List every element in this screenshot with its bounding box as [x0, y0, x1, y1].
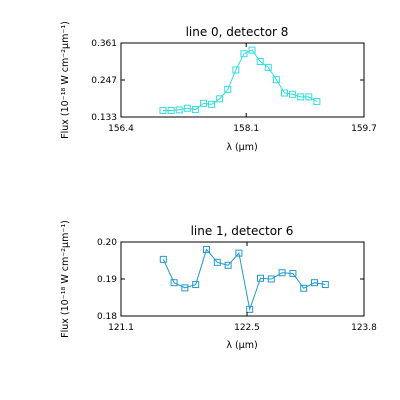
chart-title: line 1, detector 6	[191, 224, 294, 238]
axis-ticks: 121.1 122.5 123.8 0.18 0.19 0.20	[97, 238, 377, 333]
data-point-marker	[203, 245, 210, 253]
y-tick-label: 0.18	[97, 312, 117, 322]
axis-ticks: 156.4 158.1 159.7 0.133 0.247 0.361	[91, 39, 377, 134]
data-point-marker	[289, 90, 297, 98]
data-point-marker	[321, 281, 329, 289]
y-tick-label: 0.20	[97, 238, 117, 248]
x-tick-label: 123.8	[351, 323, 377, 333]
data-point-marker	[267, 275, 275, 283]
data-point-marker	[170, 279, 178, 287]
data-point-marker	[181, 284, 189, 292]
data-point-marker	[235, 249, 243, 257]
x-tick-label: 122.5	[234, 323, 260, 333]
data-point-marker	[297, 93, 305, 101]
data-point-marker	[191, 106, 199, 114]
y-tick-label: 0.19	[97, 275, 117, 285]
plot-frame	[120, 241, 365, 317]
data-point-marker	[246, 305, 254, 313]
data-point-marker	[305, 93, 313, 101]
data-point-marker	[183, 104, 191, 112]
data-point-marker	[278, 269, 286, 277]
chart-panel-line-0: line 0, detector 8 156.4 158.1 159.7 0.133 0…	[60, 21, 377, 153]
data-point-marker	[216, 95, 224, 103]
data-point-marker	[199, 99, 207, 107]
data-point-marker	[313, 97, 321, 105]
data-point-marker	[159, 255, 167, 263]
y-tick-label: 0.247	[91, 76, 117, 86]
series-line	[162, 49, 318, 112]
data-point-marker	[264, 63, 272, 71]
data-point-marker	[257, 274, 264, 282]
x-tick-label: 158.1	[233, 124, 259, 134]
x-axis-label: λ (μm)	[226, 142, 257, 153]
x-tick-label: 159.7	[351, 124, 377, 134]
data-point-marker	[224, 85, 232, 93]
data-point-marker	[289, 269, 297, 277]
data-point-marker	[280, 89, 288, 97]
data-series	[159, 46, 321, 115]
x-axis-label: λ (μm)	[226, 340, 257, 351]
y-tick-label: 0.361	[91, 39, 117, 49]
y-axis-label: Flux (10⁻¹⁸ W cm⁻²μm⁻¹)	[60, 21, 71, 139]
y-tick-label: 0.133	[91, 113, 117, 123]
data-series	[159, 245, 329, 313]
x-tick-label: 121.1	[108, 323, 134, 333]
data-point-marker	[248, 46, 256, 54]
plot-frame	[120, 42, 365, 118]
data-point-marker	[224, 261, 232, 269]
data-point-marker	[300, 284, 308, 292]
y-axis-label: Flux (10⁻¹⁸ W cm⁻²μm⁻¹)	[60, 220, 71, 338]
chart-title: line 0, detector 8	[186, 25, 289, 39]
data-point-marker	[208, 100, 216, 108]
data-point-marker	[232, 66, 240, 74]
series-line	[162, 248, 326, 312]
data-point-marker	[175, 106, 183, 114]
data-point-marker	[240, 50, 248, 58]
x-tick-label: 156.4	[108, 124, 134, 134]
data-point-marker	[159, 107, 167, 115]
chart-panel-line-1: line 1, detector 6 121.1 122.5 123.8 0.18 0.…	[60, 220, 377, 351]
data-point-marker	[167, 107, 175, 115]
data-point-marker	[192, 281, 200, 289]
data-point-marker	[213, 258, 221, 266]
data-point-marker	[272, 76, 280, 84]
data-point-marker	[256, 58, 264, 65]
data-point-marker	[311, 279, 318, 287]
